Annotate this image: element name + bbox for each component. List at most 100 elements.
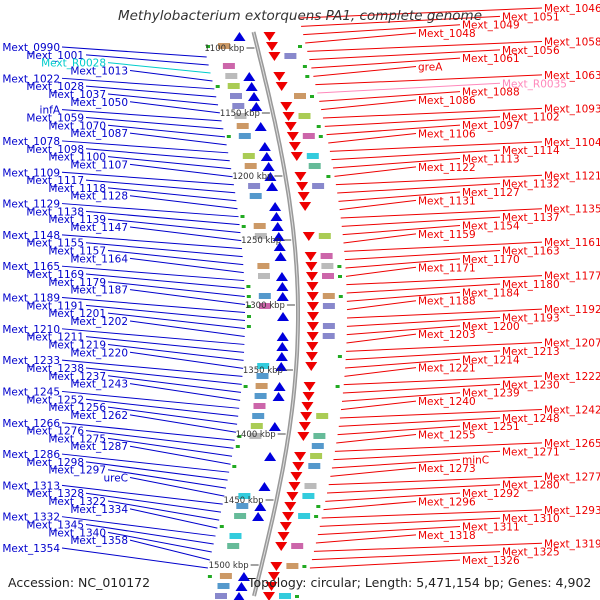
gene-feature-block xyxy=(257,263,270,269)
leader-line xyxy=(311,551,501,561)
tick-label: 1100 kbp xyxy=(204,44,244,54)
reverse-gene-arrow xyxy=(270,562,283,571)
gene-feature-block xyxy=(316,413,329,419)
gene-feature-block xyxy=(219,573,232,579)
reverse-gene-arrow xyxy=(279,522,292,531)
leader-line xyxy=(85,85,217,98)
gene-label-forward: Mext_1117 xyxy=(26,175,84,187)
gene-label-reverse: Mext_1137 xyxy=(502,212,560,224)
feature-dot xyxy=(241,225,246,228)
leader-line xyxy=(328,475,543,486)
forward-gene-arrow xyxy=(275,362,288,371)
gene-label-reverse: Mext_1200 xyxy=(462,321,520,333)
leader-line xyxy=(129,101,220,114)
gene-feature-block xyxy=(279,593,291,599)
gene-feature-block xyxy=(258,273,270,279)
gene-label-forward: Mext_1128 xyxy=(70,191,128,203)
gene-feature-block xyxy=(242,153,255,159)
gene-label-forward: Mext_0990 xyxy=(2,42,60,54)
gene-label-forward: Mext_1332 xyxy=(2,512,60,524)
leader-line xyxy=(346,291,461,302)
leader-line xyxy=(129,69,213,82)
reverse-gene-arrow xyxy=(306,292,319,301)
forward-gene-arrow xyxy=(268,422,281,431)
tick-label: 1350 kbp xyxy=(243,366,283,376)
leader-line xyxy=(319,517,501,527)
leader-line xyxy=(61,359,243,377)
gene-label-reverse: Mext_1121 xyxy=(544,170,600,182)
leader-line xyxy=(315,74,543,86)
gene-feature-block xyxy=(312,183,325,189)
reverse-gene-arrow xyxy=(280,102,293,111)
forward-gene-arrow xyxy=(272,392,285,401)
gene-label-forward: Mext_1287 xyxy=(70,441,128,453)
reverse-gene-arrow xyxy=(284,122,297,131)
feature-dot xyxy=(302,65,307,68)
leader-line xyxy=(85,461,228,481)
gene-label-forward: Mext_1354 xyxy=(2,543,60,555)
leader-line xyxy=(107,250,244,266)
gene-label-forward: Mext_1201 xyxy=(48,308,106,320)
leader-line xyxy=(326,124,461,136)
feature-dot xyxy=(235,445,240,448)
gene-label-forward: Mext_1165 xyxy=(2,261,60,273)
gene-feature-block xyxy=(258,303,271,309)
reverse-gene-arrow xyxy=(286,492,299,501)
reverse-gene-arrow xyxy=(275,542,288,551)
reverse-gene-arrow xyxy=(275,82,288,91)
leader-line xyxy=(85,367,242,385)
gene-label-reverse: Mext_1192 xyxy=(544,304,600,316)
gene-label-reverse: Mext_1154 xyxy=(462,220,520,232)
gene-label-forward: Mext_1189 xyxy=(2,293,60,305)
feature-dot xyxy=(243,385,248,388)
leader-line xyxy=(337,425,461,436)
gene-label-forward: Mext_1059 xyxy=(26,112,84,124)
reverse-gene-arrow xyxy=(297,432,310,441)
reverse-gene-arrow xyxy=(273,72,286,81)
leader-line xyxy=(346,333,417,344)
leader-line xyxy=(345,350,501,361)
reverse-gene-arrow xyxy=(305,362,318,371)
leader-line xyxy=(85,210,240,226)
feature-dot xyxy=(206,45,210,48)
reverse-gene-arrow xyxy=(298,422,311,431)
forward-gene-arrow xyxy=(254,502,267,511)
gene-feature-block xyxy=(252,413,265,419)
reverse-gene-arrow xyxy=(306,322,319,331)
feature-dot xyxy=(314,515,319,518)
gene-feature-block xyxy=(230,93,242,99)
leader-line xyxy=(323,500,417,511)
gene-label-forward: Mext_1070 xyxy=(48,120,106,132)
gene-feature-block xyxy=(306,153,319,159)
gene-label-forward: Mext_1358 xyxy=(70,535,128,547)
leader-line xyxy=(343,375,543,386)
leader-line xyxy=(85,492,222,513)
forward-gene-arrow xyxy=(276,292,289,301)
leader-line xyxy=(107,156,232,170)
leader-line xyxy=(346,308,543,319)
feature-dot xyxy=(240,215,245,218)
gene-label-reverse: Mext_1325 xyxy=(502,547,560,559)
feature-dot xyxy=(246,285,251,288)
tick-label: 1400 kbp xyxy=(236,430,276,440)
gene-label-forward: Mext_1179 xyxy=(48,277,106,289)
leader-line xyxy=(309,49,501,61)
gene-label-reverse: Mext_1222 xyxy=(544,371,600,383)
feature-dot xyxy=(295,595,299,598)
gene-feature-block xyxy=(308,163,321,169)
leader-line xyxy=(107,531,212,553)
reverse-gene-arrow xyxy=(265,42,278,51)
gene-label-forward: Mext_1286 xyxy=(2,449,60,461)
gene-feature-block xyxy=(286,563,299,569)
gene-feature-block xyxy=(253,223,266,229)
gene-label-forward: Mext_1238 xyxy=(26,363,84,375)
feature-dot xyxy=(316,125,321,128)
gene-label-forward: Mext_1256 xyxy=(48,402,106,414)
gene-feature-block xyxy=(322,273,334,279)
gene-label-forward: Mext_1109 xyxy=(2,167,60,179)
accession-label: Accession: NC_010172 xyxy=(8,575,151,590)
leader-line xyxy=(346,316,501,327)
reverse-gene-arrow xyxy=(306,342,319,351)
gene-feature-block xyxy=(310,453,323,459)
